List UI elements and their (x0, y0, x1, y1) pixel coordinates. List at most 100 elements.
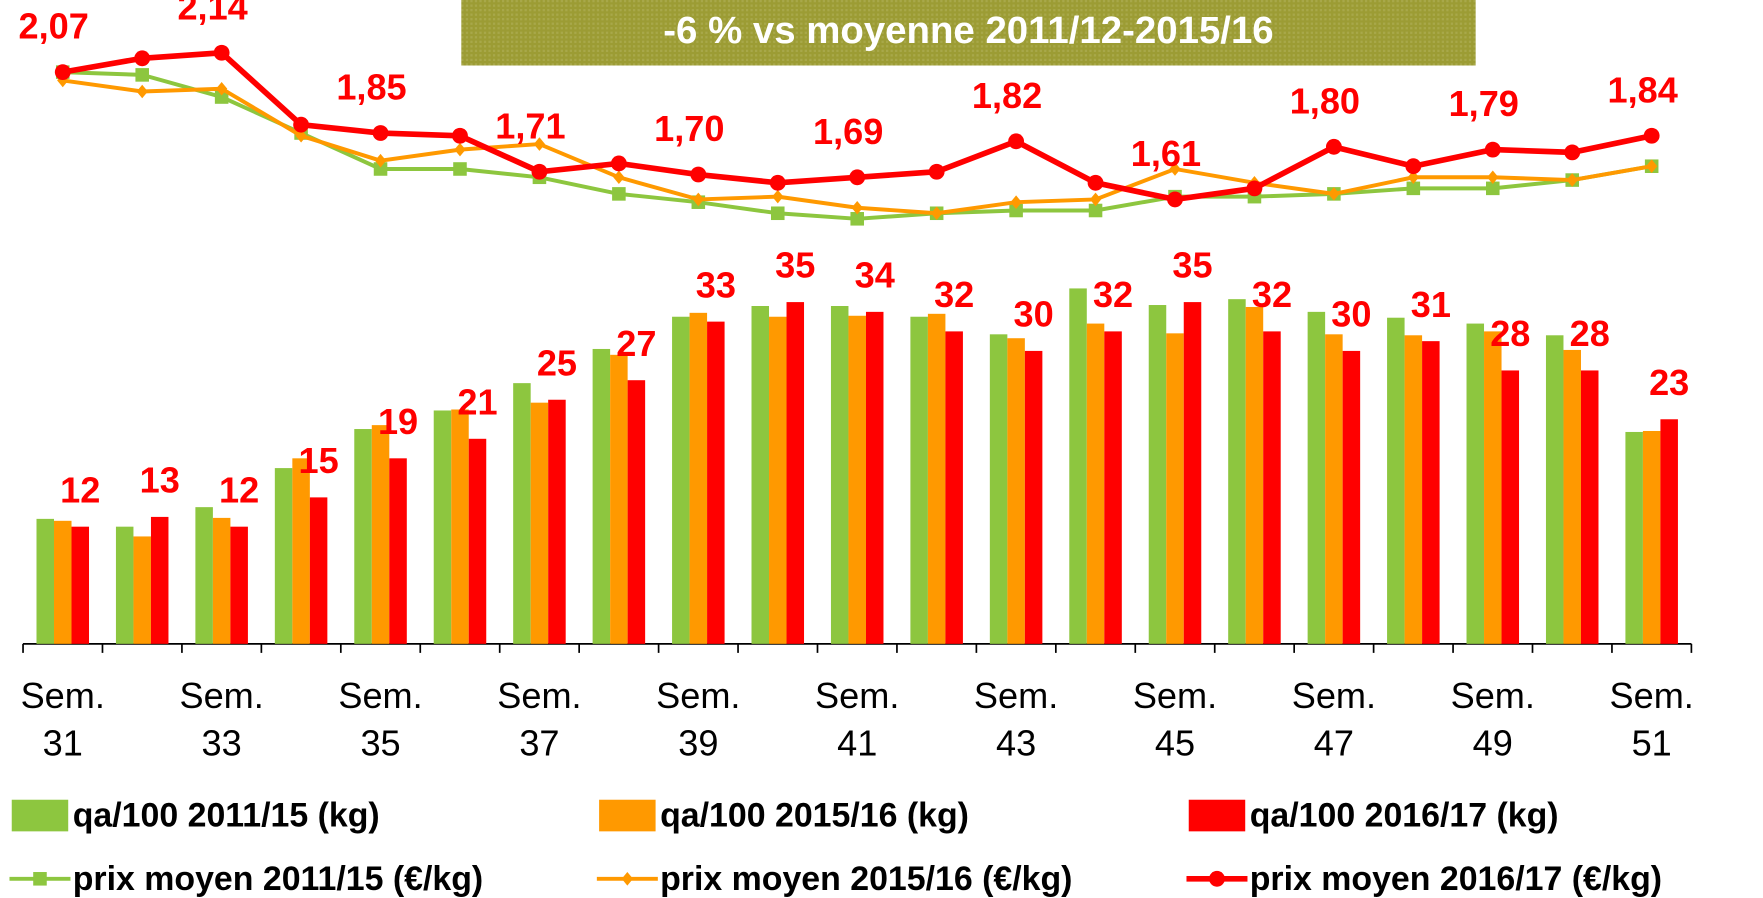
x-tick-label: Sem. 43 (974, 675, 1058, 763)
line-marker (612, 187, 626, 201)
bar (548, 399, 566, 644)
bar (1024, 350, 1043, 644)
bar (1307, 311, 1326, 644)
line-marker (1643, 127, 1660, 144)
line-marker (454, 142, 466, 157)
data-label: 12 (60, 469, 100, 510)
bar (1642, 430, 1661, 644)
data-label: 1,69 (813, 111, 883, 152)
x-tick-label-line: Sem. (179, 675, 263, 716)
line-marker (770, 206, 785, 221)
x-tick-label-line: Sem. (21, 675, 105, 716)
data-label: 35 (1172, 245, 1212, 286)
x-tick-label-line: Sem. (815, 675, 899, 716)
data-label: 1,80 (1290, 80, 1360, 121)
x-tick-label-line: 43 (996, 722, 1036, 763)
bar (150, 516, 169, 644)
data-label: 34 (855, 255, 895, 296)
x-tick-label-line: 51 (1632, 722, 1672, 763)
line-marker (54, 64, 71, 81)
bar (309, 497, 328, 644)
x-tick-label: Sem. 49 (1451, 675, 1535, 763)
x-tick-label: Sem. 51 (1610, 675, 1694, 763)
bar (468, 438, 487, 644)
legend-label: qa/100 2011/15 (kg) (73, 797, 380, 835)
x-tick-label: Sem. 33 (179, 675, 263, 763)
line-marker (610, 155, 627, 172)
line-marker (928, 163, 945, 180)
line-marker (374, 153, 387, 168)
x-tick-label-line: Sem. (974, 675, 1058, 716)
bar (1148, 305, 1167, 644)
data-label: 33 (696, 264, 736, 305)
line-marker (1325, 138, 1342, 155)
data-label: 32 (934, 274, 974, 315)
line-marker (849, 169, 866, 186)
line-marker (769, 174, 786, 191)
line-marker (613, 170, 625, 185)
line-marker (453, 162, 467, 176)
line-marker (1405, 158, 1422, 175)
x-tick-label: Sem. 47 (1292, 675, 1376, 763)
data-label: 2,07 (19, 6, 89, 47)
bar (389, 458, 407, 644)
bar (1545, 335, 1564, 644)
bar (354, 429, 372, 644)
bar (1228, 299, 1246, 644)
x-tick-label: Sem. 37 (497, 675, 581, 763)
line-marker (135, 68, 149, 82)
line-marker (452, 127, 468, 144)
line-marker (1009, 203, 1023, 218)
bar (927, 313, 946, 644)
data-label: 1,85 (336, 67, 406, 108)
x-tick-label-line: 45 (1155, 722, 1195, 763)
line-marker (1167, 191, 1183, 208)
line-marker (1486, 181, 1500, 196)
data-label: 1,82 (972, 75, 1042, 116)
data-label: 21 (457, 381, 497, 422)
bar (1625, 431, 1643, 644)
bar (530, 402, 549, 644)
annotation-box (461, 0, 1476, 66)
x-tick-label-line: Sem. (497, 675, 581, 716)
bar (274, 468, 293, 644)
bar (610, 354, 628, 644)
data-label: 32 (1093, 274, 1133, 315)
bar (989, 334, 1008, 644)
data-label: 35 (775, 245, 815, 286)
line-marker (1484, 141, 1501, 158)
bar (1501, 370, 1520, 644)
line-marker (216, 81, 228, 96)
bar (1007, 338, 1025, 644)
bar (751, 306, 770, 644)
bar (1086, 323, 1105, 644)
x-tick-label-line: 39 (678, 722, 718, 763)
bar (672, 316, 690, 644)
line-marker (1406, 181, 1421, 196)
annotation: -6 % vs moyenne 2011/12-2015/16 (663, 9, 1273, 52)
bar (786, 302, 805, 644)
bar (1660, 419, 1678, 644)
bar (371, 425, 390, 644)
x-tick-label-line: Sem. (656, 675, 740, 716)
line-marker (214, 90, 229, 104)
line-marker (134, 50, 151, 67)
bar (54, 520, 72, 644)
legend-label: prix moyen 2015/16 (€/kg) (660, 860, 1072, 898)
data-label: 1,70 (654, 108, 724, 149)
data-label: 31 (1411, 284, 1451, 325)
line-marker (531, 163, 548, 180)
data-label: 2,14 (177, 0, 247, 27)
bar (945, 331, 963, 644)
x-tick-label: Sem. 35 (338, 675, 422, 763)
bar (71, 526, 90, 644)
bar (592, 348, 611, 644)
data-label: 32 (1252, 274, 1292, 315)
bar (1342, 350, 1361, 644)
data-label: 13 (140, 460, 180, 501)
x-tick-label: Sem. 45 (1133, 675, 1217, 763)
bar (865, 311, 884, 644)
x-tick-label: Sem. 31 (21, 675, 105, 763)
legend-swatch (1188, 799, 1246, 832)
bar (707, 321, 725, 644)
